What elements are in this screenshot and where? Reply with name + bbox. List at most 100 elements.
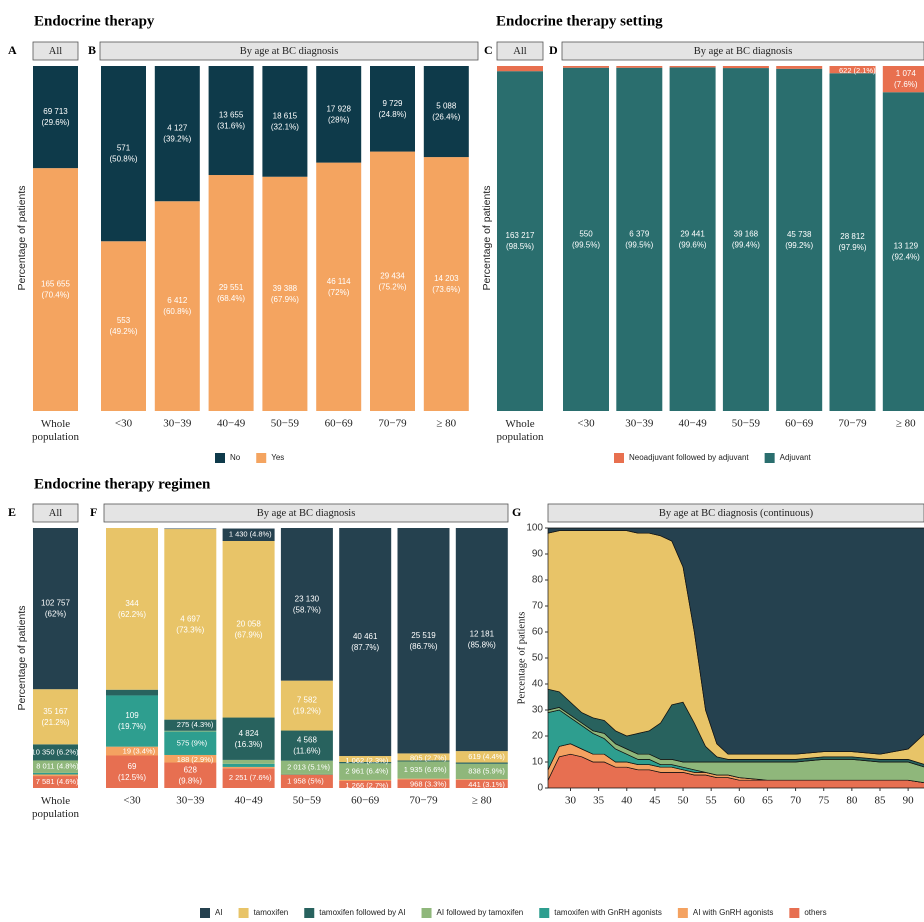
count-label: 109 [125,711,139,720]
value-label: (6.2%) [57,747,80,756]
legend-label: AI [215,908,223,917]
value-label: (3.3%) [425,779,448,788]
bar-segment [316,66,362,163]
panel-letter: C [484,43,493,57]
count-label: 628 [184,765,198,774]
bar-segment [154,201,200,411]
bar-segment [882,92,924,411]
count-label: 188 [177,755,190,764]
bar-segment [164,762,217,788]
bar-segment [164,731,217,755]
value-label: (2.7%) [425,753,448,762]
strip [547,503,924,523]
bar-segment [280,730,333,761]
value-label: (4.8%) [250,530,273,539]
value-label: (5.1%) [308,762,331,771]
count-label: 20 058 [236,619,261,628]
bar-segment [280,774,333,775]
bar-segment [339,780,392,788]
count-label: 46 114 [327,277,351,286]
bar-segment [33,774,78,777]
bar-segment [106,746,158,756]
bar-segment [106,528,158,690]
legend-swatch [677,908,688,918]
value-label: (97.9%) [838,243,866,252]
x-tick-label: Whole population [32,795,80,820]
bar-segment [262,66,308,177]
bar-segment [164,754,217,763]
count-label: 553 [117,316,131,325]
count-label: 13 129 [894,242,919,251]
legend-label: AI followed by tamoxifen [437,908,524,917]
bar-segment [222,528,275,541]
count-label: 838 [468,766,481,775]
value-label: (49.2%) [109,327,137,336]
count-label: 102 757 [41,599,70,608]
x-tick-label: 55 [706,795,718,807]
x-tick-label: 90 [903,795,915,807]
strip-label: All [49,46,63,57]
value-label: (29.6%) [41,118,69,127]
count-label: 45 738 [787,230,812,239]
legend-label: others [804,908,826,917]
value-label: (9.8%) [179,776,203,785]
count-label: 441 [468,780,481,789]
count-label: 1 430 [229,530,248,539]
legend-label: Yes [271,453,284,462]
bar-segment [455,763,508,780]
value-label: (4.8%) [57,762,80,771]
bar-segment [316,162,362,411]
count-label: 9 729 [382,99,403,108]
x-tick-label: 50−59 [293,795,322,807]
bar-segment [33,168,78,411]
value-label: (6.4%) [366,767,389,776]
bar-segment [33,528,78,690]
count-label: 575 [177,738,190,747]
y-tick-label: 70 [532,601,544,612]
y-tick-label: 40 [532,679,544,690]
legend-label: Adjuvant [780,453,812,462]
value-label: (11.6%) [293,747,321,756]
value-label: (19.7%) [118,722,146,731]
bar-segment [497,71,543,412]
x-tick-label: 60−69 [785,418,814,430]
panel-letter: F [90,505,97,519]
value-label: (75.2%) [378,282,406,291]
bar-segment [397,528,450,754]
bar-segment [722,66,769,69]
x-tick-label: 70−79 [838,418,867,430]
count-label: 19 [123,747,131,756]
value-label: (6.6%) [425,765,448,774]
count-label: 40 461 [353,632,378,641]
bar-segment [669,67,716,411]
value-label: (60.8%) [163,307,191,316]
value-label: (16.3%) [235,740,263,749]
section-title: Endocrine therapy regimen [34,476,211,492]
count-label: 4 824 [239,729,260,738]
value-label: (50.8%) [109,155,137,164]
count-label: 23 130 [295,594,320,603]
legend-label: tamoxifen [254,908,289,917]
x-tick-label: 75 [818,795,830,807]
x-tick-label: Whole population [32,418,80,443]
legend-swatch [789,908,800,918]
x-tick-label: <30 [577,418,595,430]
x-tick-label: 85 [874,795,886,807]
panel-letter: D [549,43,558,57]
bar-segment [222,766,275,769]
y-axis-label: Percentage of patients [516,612,527,705]
value-label: (5.9%) [483,766,506,775]
bar-segment [563,66,609,68]
value-label: (86.7%) [409,642,437,651]
bar-segment [722,68,769,411]
bar-segment [106,755,158,788]
strip-label: All [49,508,63,519]
bar-segment [397,761,450,779]
value-label: (9%) [191,738,207,747]
value-label: (7.6%) [894,80,918,89]
bar-segment [882,66,924,93]
value-label: (99.5%) [572,240,600,249]
x-tick-label: 60 [734,795,746,807]
count-label: 8 011 [36,762,54,771]
